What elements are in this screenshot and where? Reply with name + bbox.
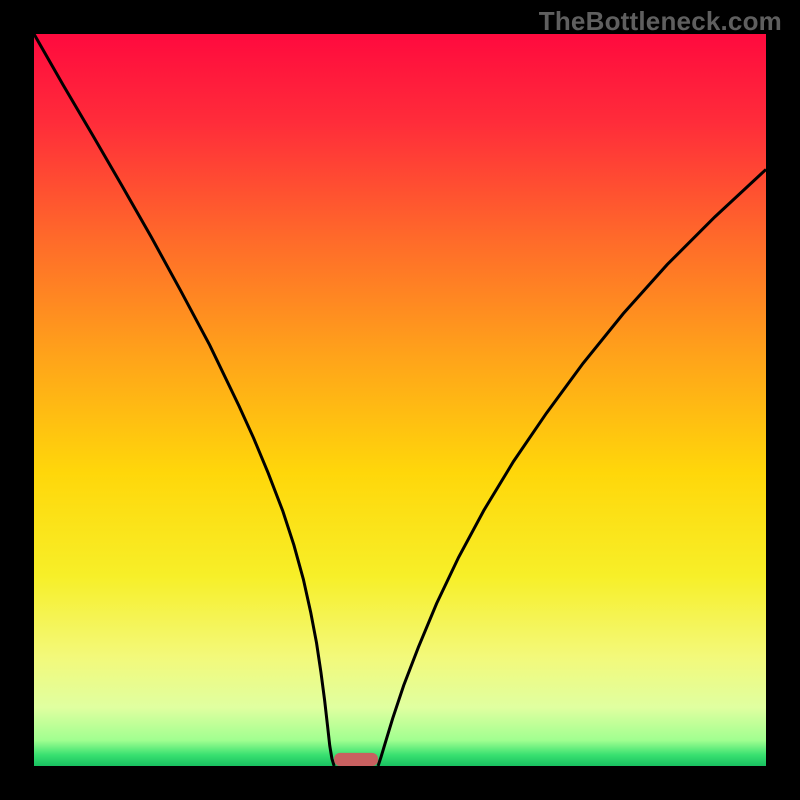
bottleneck-chart [0, 0, 800, 800]
bottleneck-marker [334, 753, 378, 766]
plot-background [34, 34, 766, 766]
chart-frame: TheBottleneck.com [0, 0, 800, 800]
